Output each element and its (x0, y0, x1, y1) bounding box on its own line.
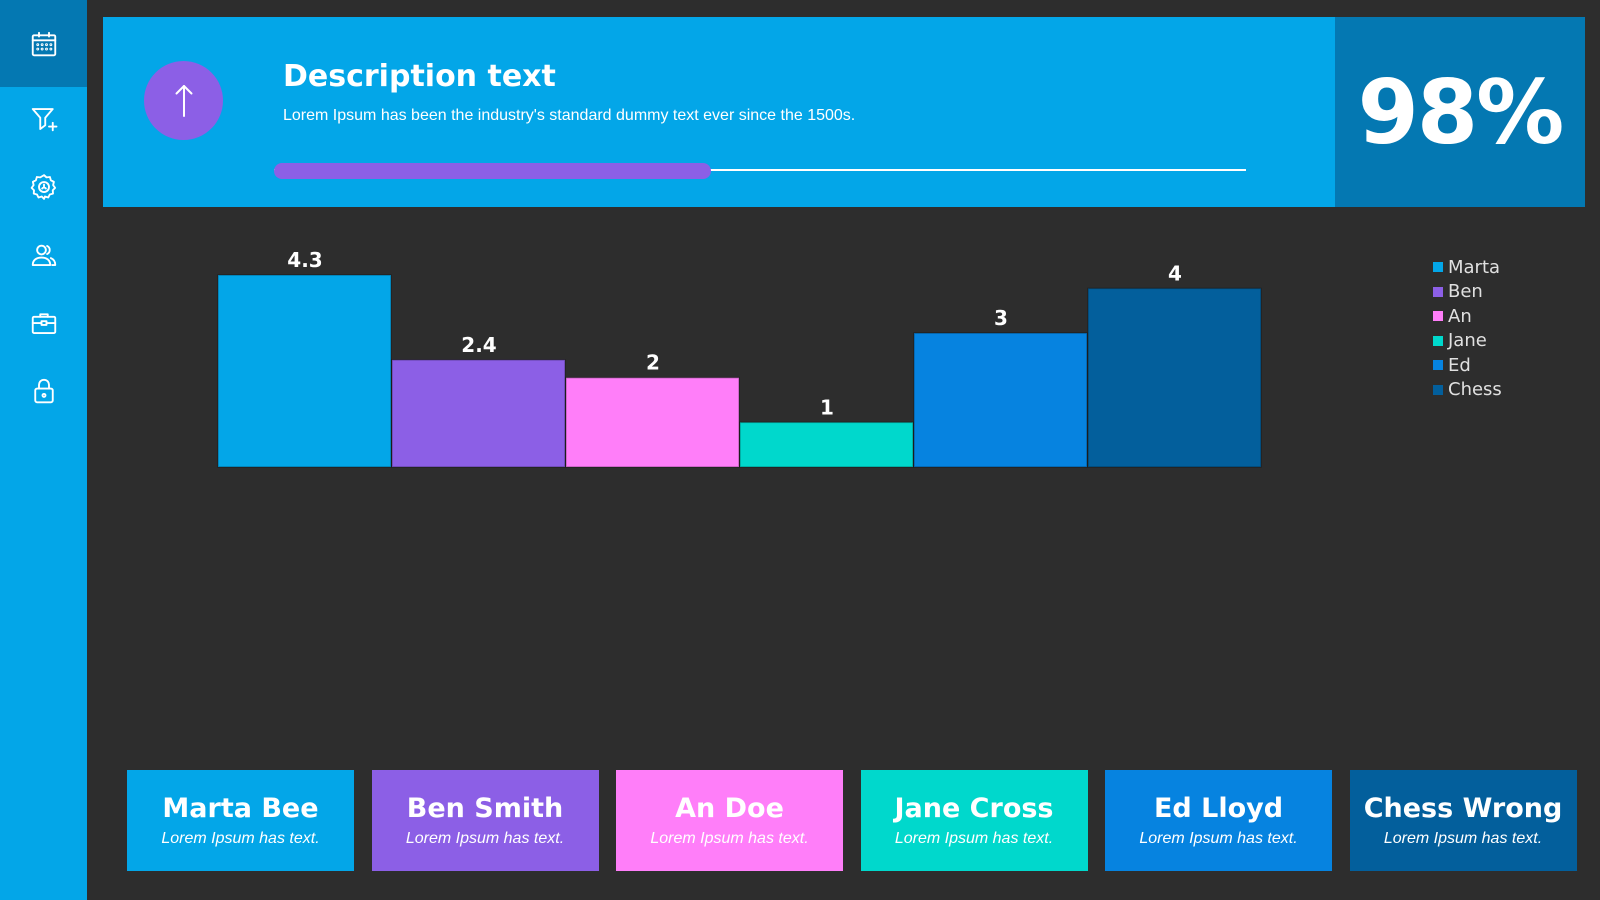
legend-swatch (1433, 360, 1443, 371)
sidebar-item-users[interactable] (0, 221, 87, 289)
description-text: Lorem Ipsum has been the industry's stan… (283, 107, 856, 124)
sidebar-item-calendar[interactable] (0, 0, 87, 87)
legend-label: Ben (1448, 281, 1483, 303)
bar-label-marta: 4.3 (287, 248, 322, 272)
person-card[interactable]: Ben Smith Lorem Ipsum has text. (371, 770, 599, 871)
card-text: Lorem Ipsum has text. (1383, 830, 1543, 847)
legend-swatch (1433, 286, 1443, 297)
bar-chess (1087, 287, 1262, 468)
gear-icon (30, 174, 56, 200)
legend-item-jane: Jane (1433, 329, 1502, 354)
bar-label-chess: 4 (1168, 261, 1182, 285)
legend-item-ed: Ed (1433, 353, 1502, 378)
legend-swatch (1433, 335, 1443, 346)
card-name: Marta Bee (162, 793, 319, 824)
bar-ben (391, 359, 566, 468)
bar-an (565, 376, 740, 468)
legend-swatch (1433, 311, 1443, 322)
person-card[interactable]: Jane Cross Lorem Ipsum has text. (860, 770, 1088, 871)
card-text: Lorem Ipsum has text. (1139, 830, 1298, 847)
chart-legend: Marta Ben An Jane Ed Chess (1433, 255, 1502, 402)
percent-value: 98% (1357, 60, 1565, 164)
card-name: Chess Wrong (1363, 793, 1563, 824)
person-cards: Marta Bee Lorem Ipsum has text. Ben Smith L… (127, 770, 1577, 871)
person-card[interactable]: Marta Bee Lorem Ipsum has text. (127, 770, 354, 871)
person-card[interactable]: Ed Lloyd Lorem Ipsum has text. (1105, 770, 1332, 871)
sidebar-item-settings[interactable] (0, 153, 87, 221)
legend-label: Marta (1448, 256, 1501, 278)
arrow-up-icon (175, 84, 192, 117)
users-icon (31, 244, 56, 266)
bar-label-ed: 3 (994, 306, 1008, 330)
bar-jane (739, 421, 914, 468)
card-name: Ben Smith (406, 793, 564, 824)
sidebar-item-lock[interactable] (0, 357, 87, 425)
description-title: Description text (283, 59, 556, 94)
legend-item-chess: Chess (1433, 378, 1502, 403)
legend-item-ben: Ben (1433, 280, 1502, 305)
sidebar (0, 0, 87, 900)
lock-icon (33, 378, 54, 404)
calendar-icon (31, 31, 56, 56)
bar-label-jane: 1 (820, 395, 834, 419)
card-text: Lorem Ipsum has text. (161, 830, 320, 847)
person-card[interactable]: An Doe Lorem Ipsum has text. (616, 770, 843, 871)
card-name: Ed Lloyd (1153, 793, 1284, 824)
card-name: Jane Cross (894, 793, 1054, 824)
card-text: Lorem Ipsum has text. (650, 830, 809, 847)
bar-ed (913, 332, 1088, 468)
card-text: Lorem Ipsum has text. (894, 830, 1054, 847)
legend-label: Chess (1448, 379, 1502, 401)
percent-panel: 98% (1335, 17, 1585, 207)
card-name: An Doe (675, 793, 784, 824)
progress-fill (274, 163, 712, 179)
legend-swatch (1433, 262, 1443, 273)
progress-track (274, 169, 1246, 171)
legend-label: An (1448, 305, 1472, 327)
card-text: Lorem Ipsum has text. (405, 830, 565, 847)
bar-marta (217, 274, 392, 468)
bar-label-an: 2 (646, 351, 660, 375)
sidebar-item-briefcase[interactable] (0, 289, 87, 357)
legend-item-marta: Marta (1433, 255, 1502, 280)
bar-label-ben: 2.4 (461, 333, 496, 357)
briefcase-icon (31, 313, 56, 334)
legend-label: Ed (1448, 354, 1471, 376)
funnel-plus-icon (31, 108, 57, 132)
legend-swatch (1433, 384, 1443, 395)
legend-label: Jane (1448, 330, 1487, 352)
legend-item-an: An (1433, 304, 1502, 329)
sidebar-item-filter[interactable] (0, 85, 87, 153)
person-card[interactable]: Chess Wrong Lorem Ipsum has text. (1349, 770, 1577, 871)
upload-button[interactable] (144, 61, 223, 140)
